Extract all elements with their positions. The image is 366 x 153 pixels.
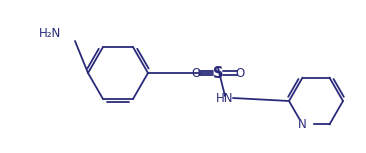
Text: O: O [191,67,201,80]
Text: H₂N: H₂N [39,26,61,39]
Text: O: O [235,67,244,80]
Text: N: N [298,118,307,131]
Text: S: S [213,65,223,80]
Text: HN: HN [216,91,234,104]
